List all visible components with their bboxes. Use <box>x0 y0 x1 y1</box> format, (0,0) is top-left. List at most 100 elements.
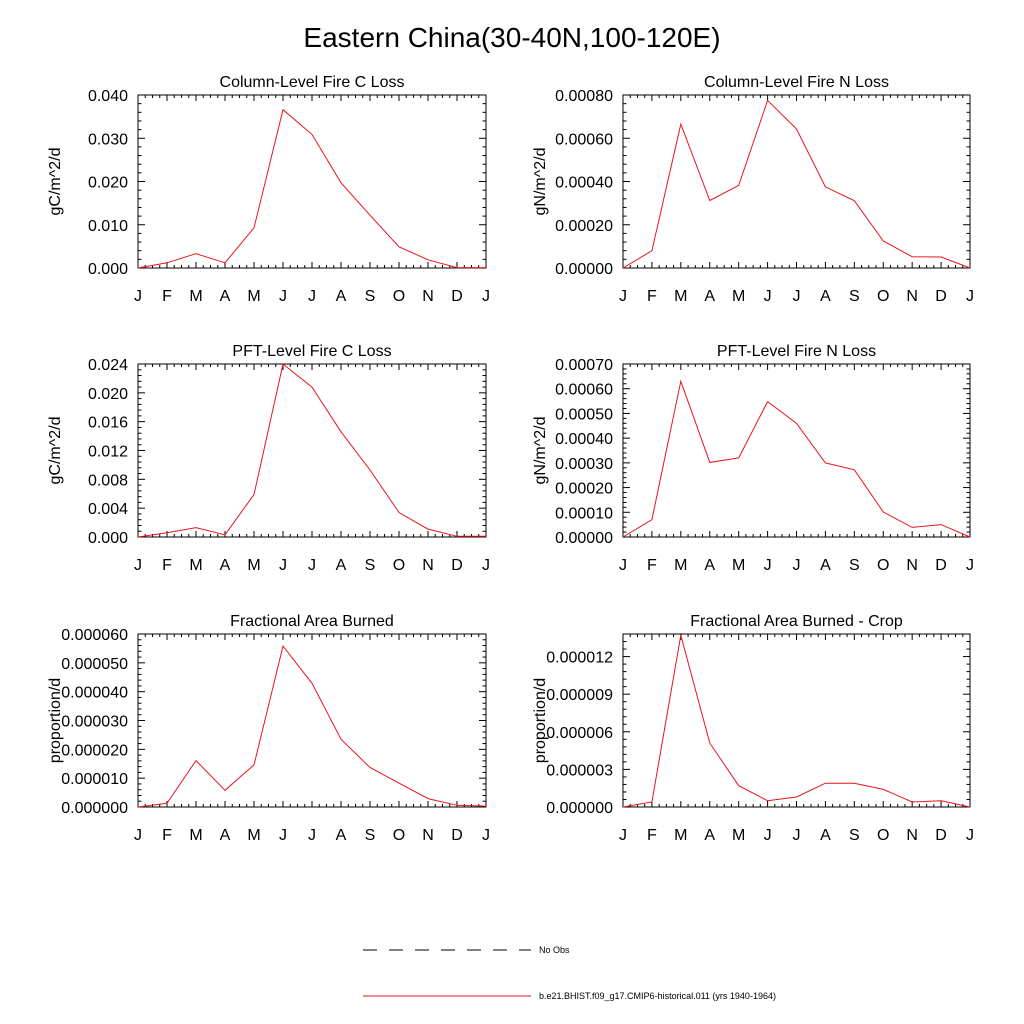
y-tick-label: 0.00020 <box>555 218 613 235</box>
x-tick-label: O <box>393 827 405 844</box>
y-tick-label: 0.040 <box>88 88 128 105</box>
x-tick-label: A <box>336 557 347 574</box>
x-tick-label: A <box>820 288 831 305</box>
x-tick-label: A <box>336 288 347 305</box>
y-tick-label: 0.000010 <box>61 771 128 788</box>
x-tick-label: M <box>189 288 202 305</box>
x-tick-label: N <box>422 557 434 574</box>
x-tick-label: F <box>162 288 172 305</box>
x-tick-label: O <box>877 288 889 305</box>
chart-title: PFT-Level Fire C Loss <box>232 343 391 360</box>
x-tick-label: O <box>877 557 889 574</box>
series-line <box>137 108 486 269</box>
x-tick-label: D <box>935 557 947 574</box>
chart-title: PFT-Level Fire N Loss <box>717 343 876 360</box>
x-tick-label: F <box>162 827 172 844</box>
y-tick-label: 0.000040 <box>61 685 128 702</box>
x-tick-label: A <box>704 288 715 305</box>
x-tick-label: A <box>820 827 831 844</box>
y-tick-label: 0.020 <box>88 175 128 192</box>
x-tick-label: S <box>849 557 860 574</box>
x-tick-label: S <box>365 557 376 574</box>
chart-title: Column-Level Fire N Loss <box>704 74 889 91</box>
x-tick-label: O <box>877 827 889 844</box>
legend: No Obs b.e21.BHIST.f09_g17.CMIP6-historic… <box>363 945 776 1001</box>
x-tick-label: J <box>966 288 974 305</box>
x-tick-label: F <box>162 557 172 574</box>
plot-frame <box>137 633 487 808</box>
chart-title: Fractional Area Burned - Crop <box>690 613 903 630</box>
y-axis-label: proportion/d <box>47 678 64 763</box>
y-tick-label: 0.004 <box>88 501 128 518</box>
x-tick-label: J <box>279 557 287 574</box>
x-tick-label: J <box>966 827 974 844</box>
x-tick-label: J <box>482 827 490 844</box>
y-axis-label: gC/m^2/d <box>47 417 64 485</box>
x-tick-label: M <box>189 557 202 574</box>
y-axis-label: gC/m^2/d <box>47 148 64 216</box>
series-line <box>137 644 487 808</box>
x-tick-label: M <box>732 557 745 574</box>
x-tick-label: N <box>906 827 918 844</box>
y-tick-label: 0.000003 <box>546 762 613 779</box>
plot-frame <box>137 363 487 538</box>
y-tick-label: 0.00000 <box>555 530 613 547</box>
x-tick-label: M <box>732 827 745 844</box>
x-tick-label: J <box>308 557 316 574</box>
x-tick-label: D <box>451 288 463 305</box>
plot-frame <box>622 94 971 269</box>
x-tick-label: M <box>247 827 260 844</box>
chart-title: Column-Level Fire C Loss <box>220 74 405 91</box>
y-axis-label: gN/m^2/d <box>532 148 549 216</box>
y-tick-label: 0.000050 <box>61 656 128 673</box>
x-tick-label: S <box>849 827 860 844</box>
x-tick-label: D <box>935 827 947 844</box>
x-tick-label: J <box>279 827 287 844</box>
legend-label: No Obs <box>539 945 570 955</box>
x-tick-label: A <box>820 557 831 574</box>
y-tick-label: 0.00020 <box>555 481 613 498</box>
x-tick-label: J <box>279 288 287 305</box>
y-tick-label: 0.00040 <box>555 431 613 448</box>
x-tick-label: J <box>308 827 316 844</box>
x-tick-label: A <box>220 557 231 574</box>
page-title: Eastern China(30-40N,100-120E) <box>303 22 721 53</box>
x-tick-label: A <box>704 557 715 574</box>
y-tick-label: 0.024 <box>88 357 128 374</box>
y-tick-label: 0.000006 <box>546 725 613 742</box>
y-tick-label: 0.00030 <box>555 456 613 473</box>
x-tick-label: J <box>619 827 627 844</box>
y-axis-label: gN/m^2/d <box>532 417 549 485</box>
x-tick-label: M <box>189 827 202 844</box>
x-tick-label: O <box>393 288 405 305</box>
y-tick-label: 0.020 <box>88 386 128 403</box>
series-line <box>622 99 971 269</box>
x-tick-label: J <box>764 557 772 574</box>
x-tick-label: S <box>365 288 376 305</box>
x-tick-label: M <box>674 827 687 844</box>
x-tick-label: N <box>422 288 434 305</box>
y-tick-label: 0.030 <box>88 131 128 148</box>
y-tick-label: 0.00040 <box>555 175 613 192</box>
x-tick-label: J <box>134 557 142 574</box>
y-tick-label: 0.000 <box>88 261 128 278</box>
x-tick-label: F <box>647 827 657 844</box>
legend-label: b.e21.BHIST.f09_g17.CMIP6-historical.011… <box>539 991 776 1001</box>
x-tick-label: J <box>764 288 772 305</box>
x-tick-label: J <box>308 288 316 305</box>
chart-title: Fractional Area Burned <box>230 613 394 630</box>
y-tick-label: 0.000060 <box>61 627 128 644</box>
series-line <box>622 379 971 538</box>
x-tick-label: F <box>647 288 657 305</box>
x-tick-label: J <box>966 557 974 574</box>
y-tick-label: 0.00080 <box>555 88 613 105</box>
series-line <box>137 363 486 538</box>
x-tick-label: S <box>849 288 860 305</box>
y-tick-label: 0.000000 <box>546 800 613 817</box>
